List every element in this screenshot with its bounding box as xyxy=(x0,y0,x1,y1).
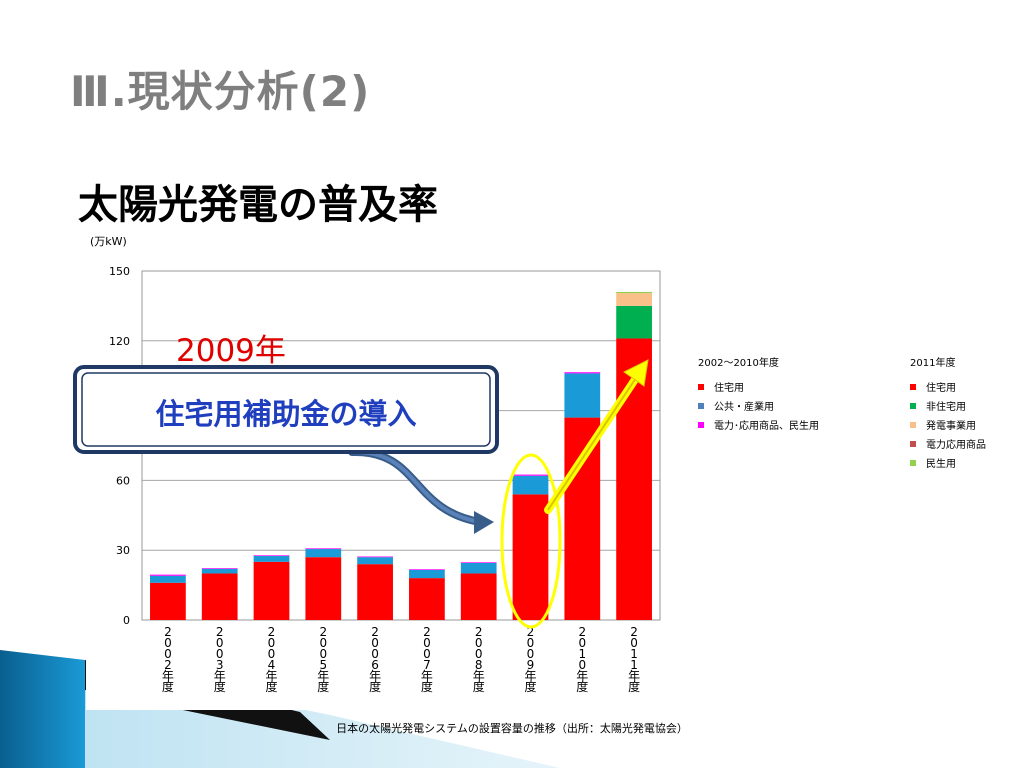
legend-label: 非住宅用 xyxy=(926,400,966,413)
x-tick-label: 2 0 0 5 年度 xyxy=(317,625,329,694)
legend-swatch xyxy=(698,384,704,390)
y-tick-label: 0 xyxy=(123,614,130,627)
chart-caption: 日本の太陽光発電システムの設置容量の推移（出所：太陽光発電協会） xyxy=(336,722,688,735)
legend-label: 電力･応用商品、民生用 xyxy=(714,419,819,432)
x-tick-label: 2 0 0 8 年度 xyxy=(473,625,485,694)
bar-segment xyxy=(512,494,549,620)
unit-label: (万kW) xyxy=(90,235,127,248)
bar-segment xyxy=(409,569,445,579)
x-tick-label: 2 0 0 9 年度 xyxy=(524,625,536,694)
bar-segment xyxy=(253,561,290,620)
bar-segment xyxy=(201,568,238,574)
bar-segment xyxy=(460,573,497,620)
x-tick-label: 2 0 1 1 年度 xyxy=(628,625,640,694)
legend-swatch xyxy=(910,384,916,390)
x-tick-label: 2 0 0 2 年度 xyxy=(162,625,174,694)
bar-segment xyxy=(409,569,445,570)
x-tick-label: 2 0 0 4 年度 xyxy=(265,625,277,694)
legend-swatch xyxy=(910,460,916,466)
bar-segment xyxy=(150,575,186,583)
bar-segment xyxy=(564,373,601,418)
x-tick-label: 2 0 0 7 年度 xyxy=(421,625,433,694)
year-annotation: 2009年 xyxy=(176,333,286,369)
x-tick-label: 2 0 1 0 年度 xyxy=(576,625,588,694)
bar-segment xyxy=(460,562,497,574)
trend-arrow xyxy=(544,359,649,514)
x-labels-layer: 2 0 0 2 年度 2 0 0 3 年度 2 0 0 4 年度 2 0 0 5 年度 2 0 0 6 年度 2 0 0 7 年度 2 0 0 8… xyxy=(162,625,640,694)
callout-text: 住宅用補助金の導入 xyxy=(155,397,416,431)
bar-segment xyxy=(616,305,652,339)
bar-segment xyxy=(201,573,238,620)
bar-segment xyxy=(150,582,186,620)
y-tick-label: 150 xyxy=(109,265,130,278)
bar-segment xyxy=(616,291,652,294)
highlight-ellipse xyxy=(500,453,562,629)
callout-box: 住宅用補助金の導入 xyxy=(73,365,499,454)
bar-segment xyxy=(564,417,601,620)
legend-swatch xyxy=(698,422,704,428)
bar-segment xyxy=(357,556,393,558)
legend-swatch xyxy=(910,441,916,447)
bar-segment xyxy=(253,556,290,562)
legend-swatch xyxy=(698,403,704,409)
bar-segment xyxy=(305,557,342,620)
bar-segment xyxy=(305,548,342,550)
legend-label: 電力応用商品 xyxy=(926,438,986,451)
bar-segment xyxy=(409,578,445,620)
legend-label: 民生用 xyxy=(926,457,956,470)
legend-label: 住宅用 xyxy=(714,381,744,394)
bars-layer xyxy=(150,291,652,620)
bar-segment xyxy=(512,475,549,495)
bar-segment xyxy=(357,557,393,565)
bar-segment xyxy=(253,555,290,557)
bar-segment xyxy=(305,549,342,558)
bar-segment xyxy=(512,474,549,476)
y-tick-label: 120 xyxy=(109,335,130,348)
x-tick-label: 2 0 0 3 年度 xyxy=(214,625,226,694)
bar-segment xyxy=(564,372,601,374)
legend-title: 2002〜2010年度 xyxy=(698,356,779,369)
bar-segment xyxy=(460,562,497,563)
y-tick-label: 60 xyxy=(116,474,130,487)
legend-label: 発電事業用 xyxy=(926,419,976,432)
chart-subtitle: 太陽光発電の普及率 xyxy=(78,182,438,228)
legend-swatch xyxy=(910,422,916,428)
bar-segment xyxy=(150,574,186,576)
bar-segment xyxy=(616,293,652,306)
legend-label: 公共・産業用 xyxy=(714,400,774,413)
slide-title: Ⅲ.現状分析(2) xyxy=(70,67,371,116)
x-tick-label: 2 0 0 6 年度 xyxy=(369,625,381,694)
wave-shape-dark xyxy=(0,650,85,768)
legend-label: 住宅用 xyxy=(926,381,956,394)
y-tick-label: 30 xyxy=(116,544,130,557)
bar-segment xyxy=(201,568,238,569)
legend-swatch xyxy=(910,403,916,409)
legend-title: 2011年度 xyxy=(910,356,955,369)
bar-segment xyxy=(357,564,393,620)
